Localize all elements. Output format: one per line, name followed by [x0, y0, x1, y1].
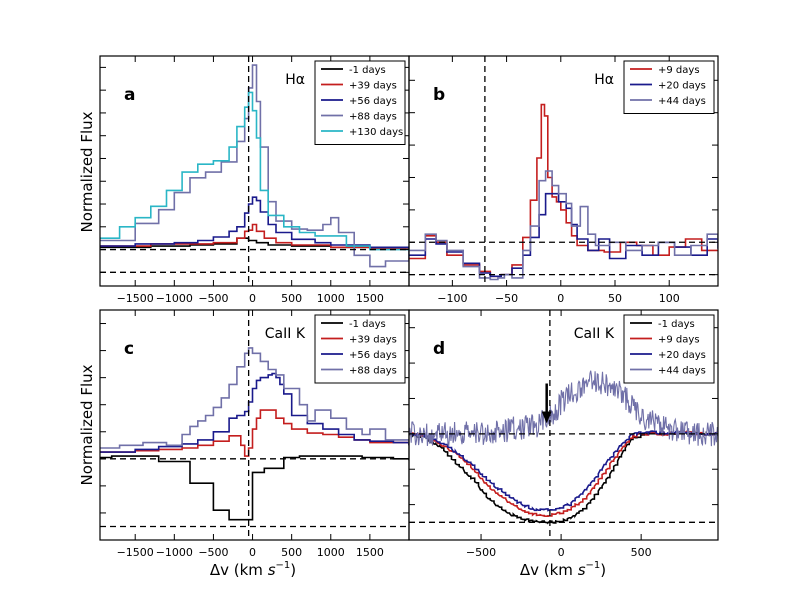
xtick-label-c-0: −1500 — [117, 546, 154, 559]
xtick-label-c-2: −500 — [198, 546, 228, 559]
panel-title-d: CaII K — [574, 326, 615, 342]
xtick-label-a-0: −1500 — [117, 292, 154, 305]
plot-area-b — [409, 56, 718, 286]
xtick-label-d-1: 0 — [558, 546, 565, 559]
legend-label-a-2: +56 days — [349, 96, 397, 107]
xtick-label-c-3: 0 — [249, 546, 256, 559]
xlabel-right-unit: s — [578, 561, 586, 579]
series-a-39-days — [100, 223, 409, 250]
xtick-label-b-0: −100 — [437, 292, 467, 305]
legend-box-d — [623, 314, 715, 384]
legend-d: -1 days +9 days +20 days +44 days — [623, 314, 715, 384]
xlabel-right-close: ) — [600, 561, 606, 579]
xlabel-right: Δv (km s−1) — [520, 560, 606, 579]
panel-a: −1500 −1000 −500 0 500 1000 1500 a -1 days +39 da… — [99, 55, 410, 305]
plot-area-c — [100, 310, 409, 540]
series-c-88-days — [100, 347, 409, 449]
panel-label-a: a — [124, 85, 135, 105]
legend-label-d-1: +9 days — [658, 335, 700, 346]
legend-label-a-4: +130 days — [349, 127, 403, 138]
xlabel-right-main: Δv (km — [520, 561, 578, 579]
series-d-44-days — [409, 370, 718, 447]
series-b-20-days — [409, 192, 718, 278]
series-b-44-days — [409, 170, 718, 281]
series-a-56-days — [100, 196, 409, 250]
legend-label-d-3: +44 days — [658, 366, 706, 377]
panel-label-b: b — [433, 85, 445, 105]
xlabel-left: Δv (km s−1) — [210, 560, 296, 579]
plot-area-d — [409, 310, 718, 540]
panel-title-c: CaII K — [265, 326, 306, 342]
xtick-label-b-4: 100 — [659, 292, 680, 305]
xtick-label-c-6: 1500 — [356, 546, 384, 559]
frame-d — [408, 309, 719, 541]
legend-box-c — [314, 314, 406, 384]
legend-label-c-0: -1 days — [349, 319, 386, 330]
panel-title-a: Hα — [285, 72, 305, 88]
legend-a: -1 days +39 days +56 days +88 days +130 days — [314, 60, 406, 145]
legend-label-a-0: -1 days — [349, 65, 386, 76]
legend-label-a-3: +88 days — [349, 112, 397, 123]
xtick-label-c-4: 500 — [281, 546, 302, 559]
xtick-label-d-2: 500 — [631, 546, 652, 559]
xtick-label-c-1: −1000 — [156, 546, 193, 559]
xtick-label-a-2: −500 — [198, 292, 228, 305]
legend-label-d-0: -1 days — [658, 319, 695, 330]
xtick-label-d-0: −500 — [466, 546, 496, 559]
legend-label-c-3: +88 days — [349, 366, 397, 377]
series-c-56-days — [100, 372, 409, 453]
legend-box-b — [623, 60, 715, 114]
legend-label-c-1: +39 days — [349, 335, 397, 346]
series-c-1-days — [100, 455, 409, 521]
legend-b: +9 days +20 days +44 days — [623, 60, 715, 114]
panel-label-c: c — [124, 339, 134, 359]
ylabel-bottom: Normalized Flux — [78, 364, 96, 485]
series-c-39-days — [100, 409, 409, 457]
xtick-label-a-5: 1000 — [317, 292, 345, 305]
xtick-label-b-2: 0 — [557, 292, 564, 305]
frame-b — [408, 55, 719, 287]
xtick-label-b-3: 50 — [608, 292, 622, 305]
panel-label-d: d — [433, 339, 445, 359]
xtick-label-a-3: 0 — [249, 292, 256, 305]
xtick-label-a-1: −1000 — [156, 292, 193, 305]
legend-label-b-0: +9 days — [658, 65, 700, 76]
legend-label-d-2: +20 days — [658, 350, 706, 361]
xtick-label-b-1: −50 — [495, 292, 518, 305]
arrow-d-head — [541, 411, 552, 424]
legend-label-c-2: +56 days — [349, 350, 397, 361]
xtick-label-a-4: 500 — [281, 292, 302, 305]
legend-c: -1 days +39 days +56 days +88 days — [314, 314, 406, 384]
legend-label-a-1: +39 days — [349, 81, 397, 92]
xlabel-left-close: ) — [290, 561, 296, 579]
xtick-label-c-5: 1000 — [317, 546, 345, 559]
legend-label-b-1: +20 days — [658, 81, 706, 92]
series-a-88-days — [100, 64, 409, 268]
panel-d: −500 0 500 d -1 days +9 days +20 days +44 days C… — [408, 309, 719, 559]
panel-title-b: Hα — [594, 72, 614, 88]
xlabel-left-exp: −1 — [276, 560, 291, 571]
xlabel-left-main: Δv (km — [210, 561, 268, 579]
plot-area-a — [100, 56, 409, 286]
xlabel-right-exp: −1 — [586, 560, 601, 571]
panel-c: −1500 −1000 −500 0 500 1000 1500 c -1 days +39 da… — [99, 309, 410, 559]
panel-b: −100 −50 0 50 100 b +9 days +20 days +44 days Hα — [408, 55, 719, 305]
legend-label-b-2: +44 days — [658, 96, 706, 107]
ylabel-top: Normalized Flux — [78, 111, 96, 232]
series-d-20-days — [409, 430, 718, 512]
xlabel-left-unit: s — [268, 561, 276, 579]
xtick-label-a-6: 1500 — [356, 292, 384, 305]
